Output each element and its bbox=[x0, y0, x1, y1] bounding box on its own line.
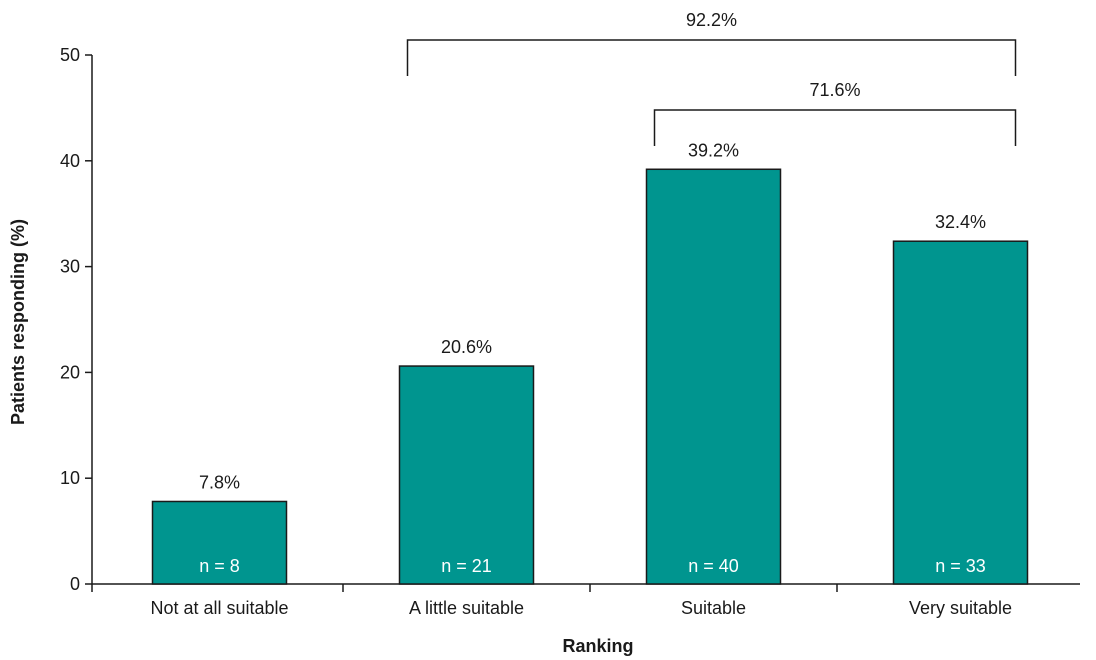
x-tick-label: Not at all suitable bbox=[150, 598, 288, 618]
bracket-label: 71.6% bbox=[809, 80, 860, 100]
y-tick-label: 20 bbox=[60, 362, 80, 382]
bar-count-label: n = 8 bbox=[199, 556, 240, 576]
y-tick-label: 50 bbox=[60, 45, 80, 65]
bar bbox=[151, 500, 288, 585]
bracket bbox=[653, 109, 1017, 146]
bar-value-label: 39.2% bbox=[688, 140, 739, 160]
bar-count-label: n = 21 bbox=[441, 556, 492, 576]
bar-value-label: 32.4% bbox=[935, 212, 986, 232]
bars: 7.8% n = 8 20.6% n = 21 39.2% n = 40 32.4% n = … bbox=[151, 140, 1029, 585]
x-tick-label: Very suitable bbox=[909, 598, 1012, 618]
y-axis: 0 10 20 30 40 50 bbox=[60, 45, 93, 594]
bar-value-label: 7.8% bbox=[199, 472, 240, 492]
x-tick-label: Suitable bbox=[681, 598, 746, 618]
bar bbox=[892, 240, 1029, 585]
x-tick-label: A little suitable bbox=[409, 598, 524, 618]
bar bbox=[645, 168, 782, 585]
brackets: 92.2% 71.6% bbox=[406, 10, 1017, 146]
y-tick-label: 10 bbox=[60, 468, 80, 488]
bar-count-label: n = 33 bbox=[935, 556, 986, 576]
y-tick-label: 40 bbox=[60, 151, 80, 171]
x-axis: Not at all suitable A little suitable Suit… bbox=[92, 583, 1080, 618]
bar-count-label: n = 40 bbox=[688, 556, 739, 576]
bracket bbox=[406, 39, 1017, 76]
x-axis-title: Ranking bbox=[562, 636, 633, 656]
y-axis-title: Patients responding (%) bbox=[8, 219, 28, 425]
bracket-label: 92.2% bbox=[686, 10, 737, 30]
bar bbox=[398, 365, 535, 585]
y-tick-label: 0 bbox=[70, 574, 80, 594]
bar-value-label: 20.6% bbox=[441, 337, 492, 357]
y-tick-label: 30 bbox=[60, 257, 80, 277]
